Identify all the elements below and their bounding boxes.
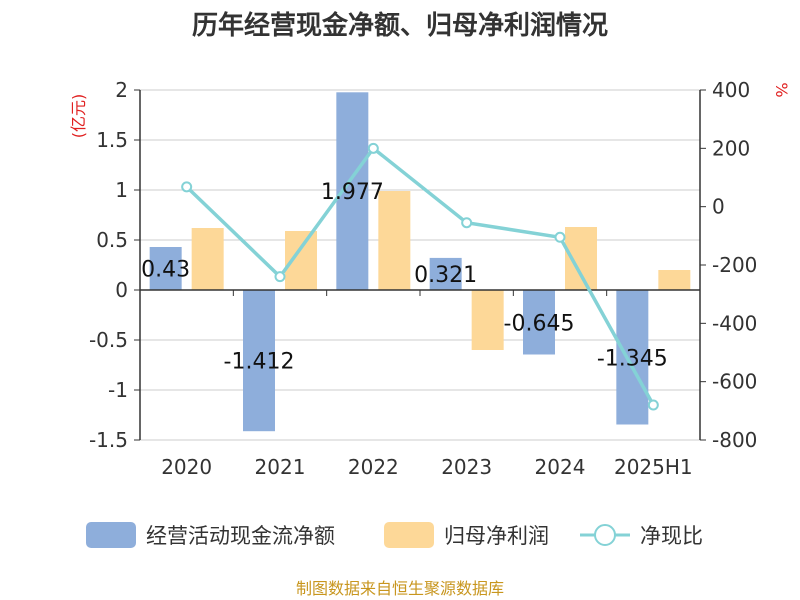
- left-tick-label: 0.5: [96, 228, 128, 252]
- ratio-point: [367, 142, 379, 154]
- x-tick-label: 2025H1: [614, 455, 693, 479]
- left-tick-label: 1: [115, 178, 128, 202]
- ratio-point: [181, 181, 193, 193]
- bar-netprofit: [658, 270, 691, 290]
- legend-label: 净现比: [640, 524, 703, 548]
- data-labels: 0.43 -1.412 1.977 0.321 -0.645 -1.345: [141, 180, 668, 374]
- bar-netprofit: [378, 191, 411, 290]
- bar-netprofit: [471, 290, 504, 350]
- ratio-point: [647, 399, 659, 411]
- legend-label: 归母净利润: [444, 524, 549, 548]
- left-tick-label: 1.5: [96, 128, 128, 152]
- x-tick-label: 2021: [255, 455, 306, 479]
- left-tick-label: -1.5: [89, 428, 128, 452]
- x-tick-label: 2020: [161, 455, 212, 479]
- right-tick-label: 0: [712, 195, 725, 219]
- ratio-line: [181, 142, 659, 411]
- ratio-point: [461, 217, 473, 229]
- right-tick-label: 200: [712, 136, 750, 160]
- legend-swatch: [86, 522, 136, 548]
- cashflow-data-label: 0.43: [141, 258, 190, 283]
- left-tick-label: -1: [108, 378, 128, 402]
- bar-cashflow: [523, 290, 555, 355]
- left-tick-label: 0: [115, 278, 128, 302]
- legend: 经营活动现金流净额 归母净利润 净现比: [86, 522, 703, 548]
- bar-cashflow: [149, 247, 182, 290]
- right-tick-label: -400: [712, 311, 757, 335]
- bars: [149, 92, 691, 432]
- cashflow-data-label: -0.645: [504, 311, 575, 336]
- right-axis-unit: %: [772, 82, 791, 97]
- bar-cashflow: [616, 290, 649, 425]
- ratio-point: [274, 271, 286, 283]
- cashflow-data-label: 1.977: [321, 180, 384, 205]
- bar-cashflow: [429, 257, 462, 290]
- legend-label: 经营活动现金流净额: [146, 524, 335, 548]
- left-axis-unit: (亿元): [69, 94, 88, 139]
- axes: 2 1.5 1 0.5 0 -0.5 -1 -1.5 400 200 0 -200 -400 -600 -8…: [89, 78, 757, 479]
- x-tick-label: 2024: [535, 455, 586, 479]
- right-tick-label: 400: [712, 78, 750, 102]
- bar-cashflow: [243, 290, 275, 432]
- right-tick-label: -800: [712, 428, 757, 452]
- chart-title: 历年经营现金净额、归母净利润情况: [192, 10, 608, 41]
- ratio-polyline: [185, 145, 655, 406]
- ratio-point: [554, 231, 566, 243]
- x-tick-label: 2023: [441, 455, 492, 479]
- left-tick-label: 2: [115, 78, 128, 102]
- cashflow-data-label: -1.412: [224, 350, 295, 375]
- left-tick-label: -0.5: [89, 328, 128, 352]
- right-tick-label: -600: [712, 370, 757, 394]
- cashflow-data-label: -1.345: [597, 346, 668, 371]
- cashflow-data-label: 0.321: [414, 263, 477, 288]
- legend-swatch: [384, 522, 434, 548]
- legend-marker: [594, 524, 616, 546]
- grid-lines: [140, 89, 700, 441]
- bar-netprofit: [565, 227, 597, 290]
- source-note: 制图数据来自恒生聚源数据库: [296, 579, 504, 598]
- bar-netprofit: [191, 228, 224, 290]
- right-tick-label: -200: [712, 253, 757, 277]
- x-tick-label: 2022: [348, 455, 399, 479]
